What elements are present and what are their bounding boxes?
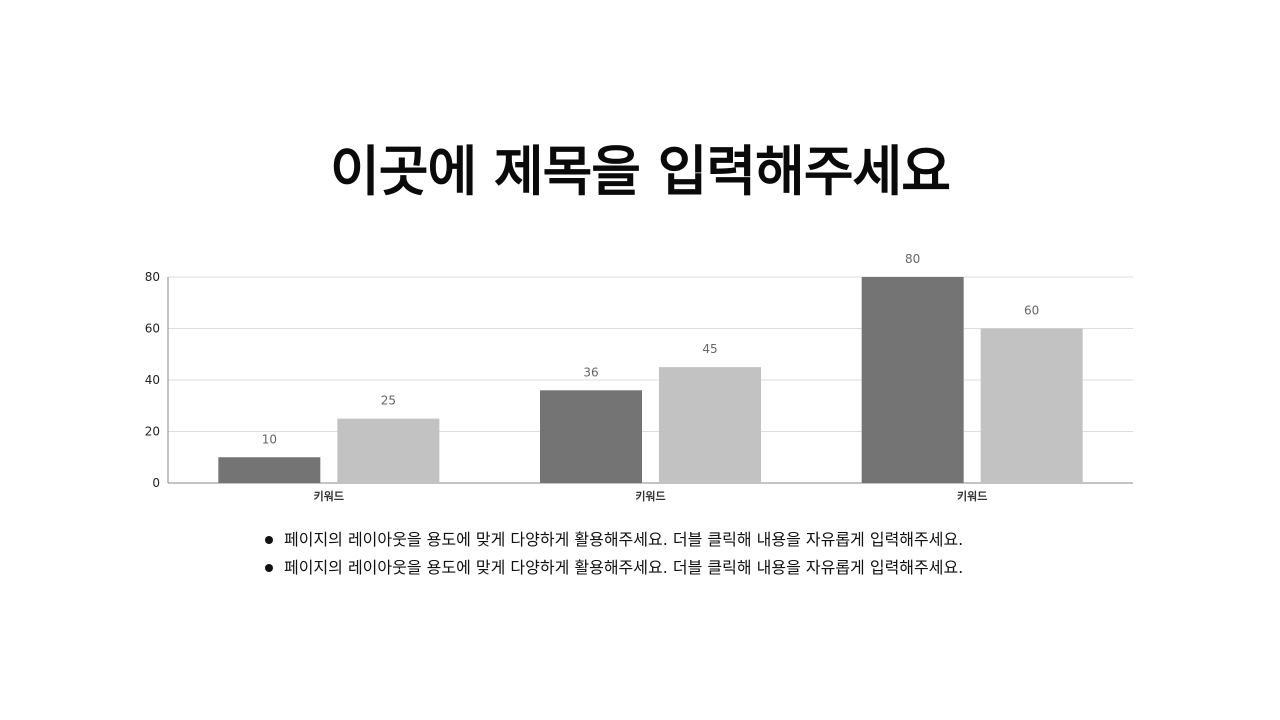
y-tick-label: 60 xyxy=(145,322,160,336)
bar-chart: 0 20 40 60 80 10 25 키워드 36 45 키워드 80 60 키워드 xyxy=(130,245,1150,510)
bullet-item[interactable]: 페이지의 레이아웃을 용도에 맞게 다양하게 활용해주세요. 더블 클릭해 내용… xyxy=(262,554,1062,582)
bullet-list: 페이지의 레이아웃을 용도에 맞게 다양하게 활용해주세요. 더블 클릭해 내용… xyxy=(262,526,1062,582)
bullet-text: 페이지의 레이아웃을 용도에 맞게 다양하게 활용해주세요. 더블 클릭해 내용… xyxy=(284,530,964,549)
y-tick-label: 20 xyxy=(145,425,160,439)
data-label: 10 xyxy=(262,432,277,446)
slide-title[interactable]: 이곳에 제목을 입력해주세요 xyxy=(330,140,951,203)
bar-series-1[interactable] xyxy=(218,457,321,483)
data-label: 60 xyxy=(1024,304,1039,318)
bar-series-1[interactable] xyxy=(540,390,642,483)
x-category-label: 키워드 xyxy=(314,489,344,503)
bar-series-2[interactable] xyxy=(659,367,761,483)
bullet-dot-icon xyxy=(265,564,273,572)
bullet-item[interactable]: 페이지의 레이아웃을 용도에 맞게 다양하게 활용해주세요. 더블 클릭해 내용… xyxy=(262,526,1062,554)
bar-series-2[interactable] xyxy=(980,328,1083,484)
data-label: 25 xyxy=(381,394,396,408)
y-tick-label: 40 xyxy=(145,373,160,387)
data-label: 36 xyxy=(583,365,598,379)
bar-series-2[interactable] xyxy=(337,418,440,483)
y-tick-label: 0 xyxy=(152,476,160,490)
x-category-label: 키워드 xyxy=(957,489,987,503)
bar-series-1[interactable] xyxy=(861,277,964,483)
bullet-dot-icon xyxy=(265,536,273,544)
bar-chart-svg: 0 20 40 60 80 10 25 키워드 36 45 키워드 80 60 키워드 xyxy=(145,252,1133,503)
bullet-text: 페이지의 레이아웃을 용도에 맞게 다양하게 활용해주세요. 더블 클릭해 내용… xyxy=(284,558,964,577)
x-category-label: 키워드 xyxy=(635,489,665,503)
y-tick-label: 80 xyxy=(145,270,160,284)
data-label: 80 xyxy=(905,252,920,266)
data-label: 45 xyxy=(702,342,717,356)
